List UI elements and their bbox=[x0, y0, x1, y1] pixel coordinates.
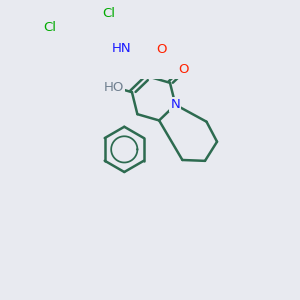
Text: N: N bbox=[170, 98, 180, 111]
Text: HN: HN bbox=[111, 42, 131, 55]
Text: HO: HO bbox=[104, 81, 124, 94]
Text: Cl: Cl bbox=[43, 21, 56, 34]
Text: O: O bbox=[178, 63, 189, 76]
Text: Cl: Cl bbox=[102, 7, 116, 20]
Text: O: O bbox=[156, 44, 167, 56]
